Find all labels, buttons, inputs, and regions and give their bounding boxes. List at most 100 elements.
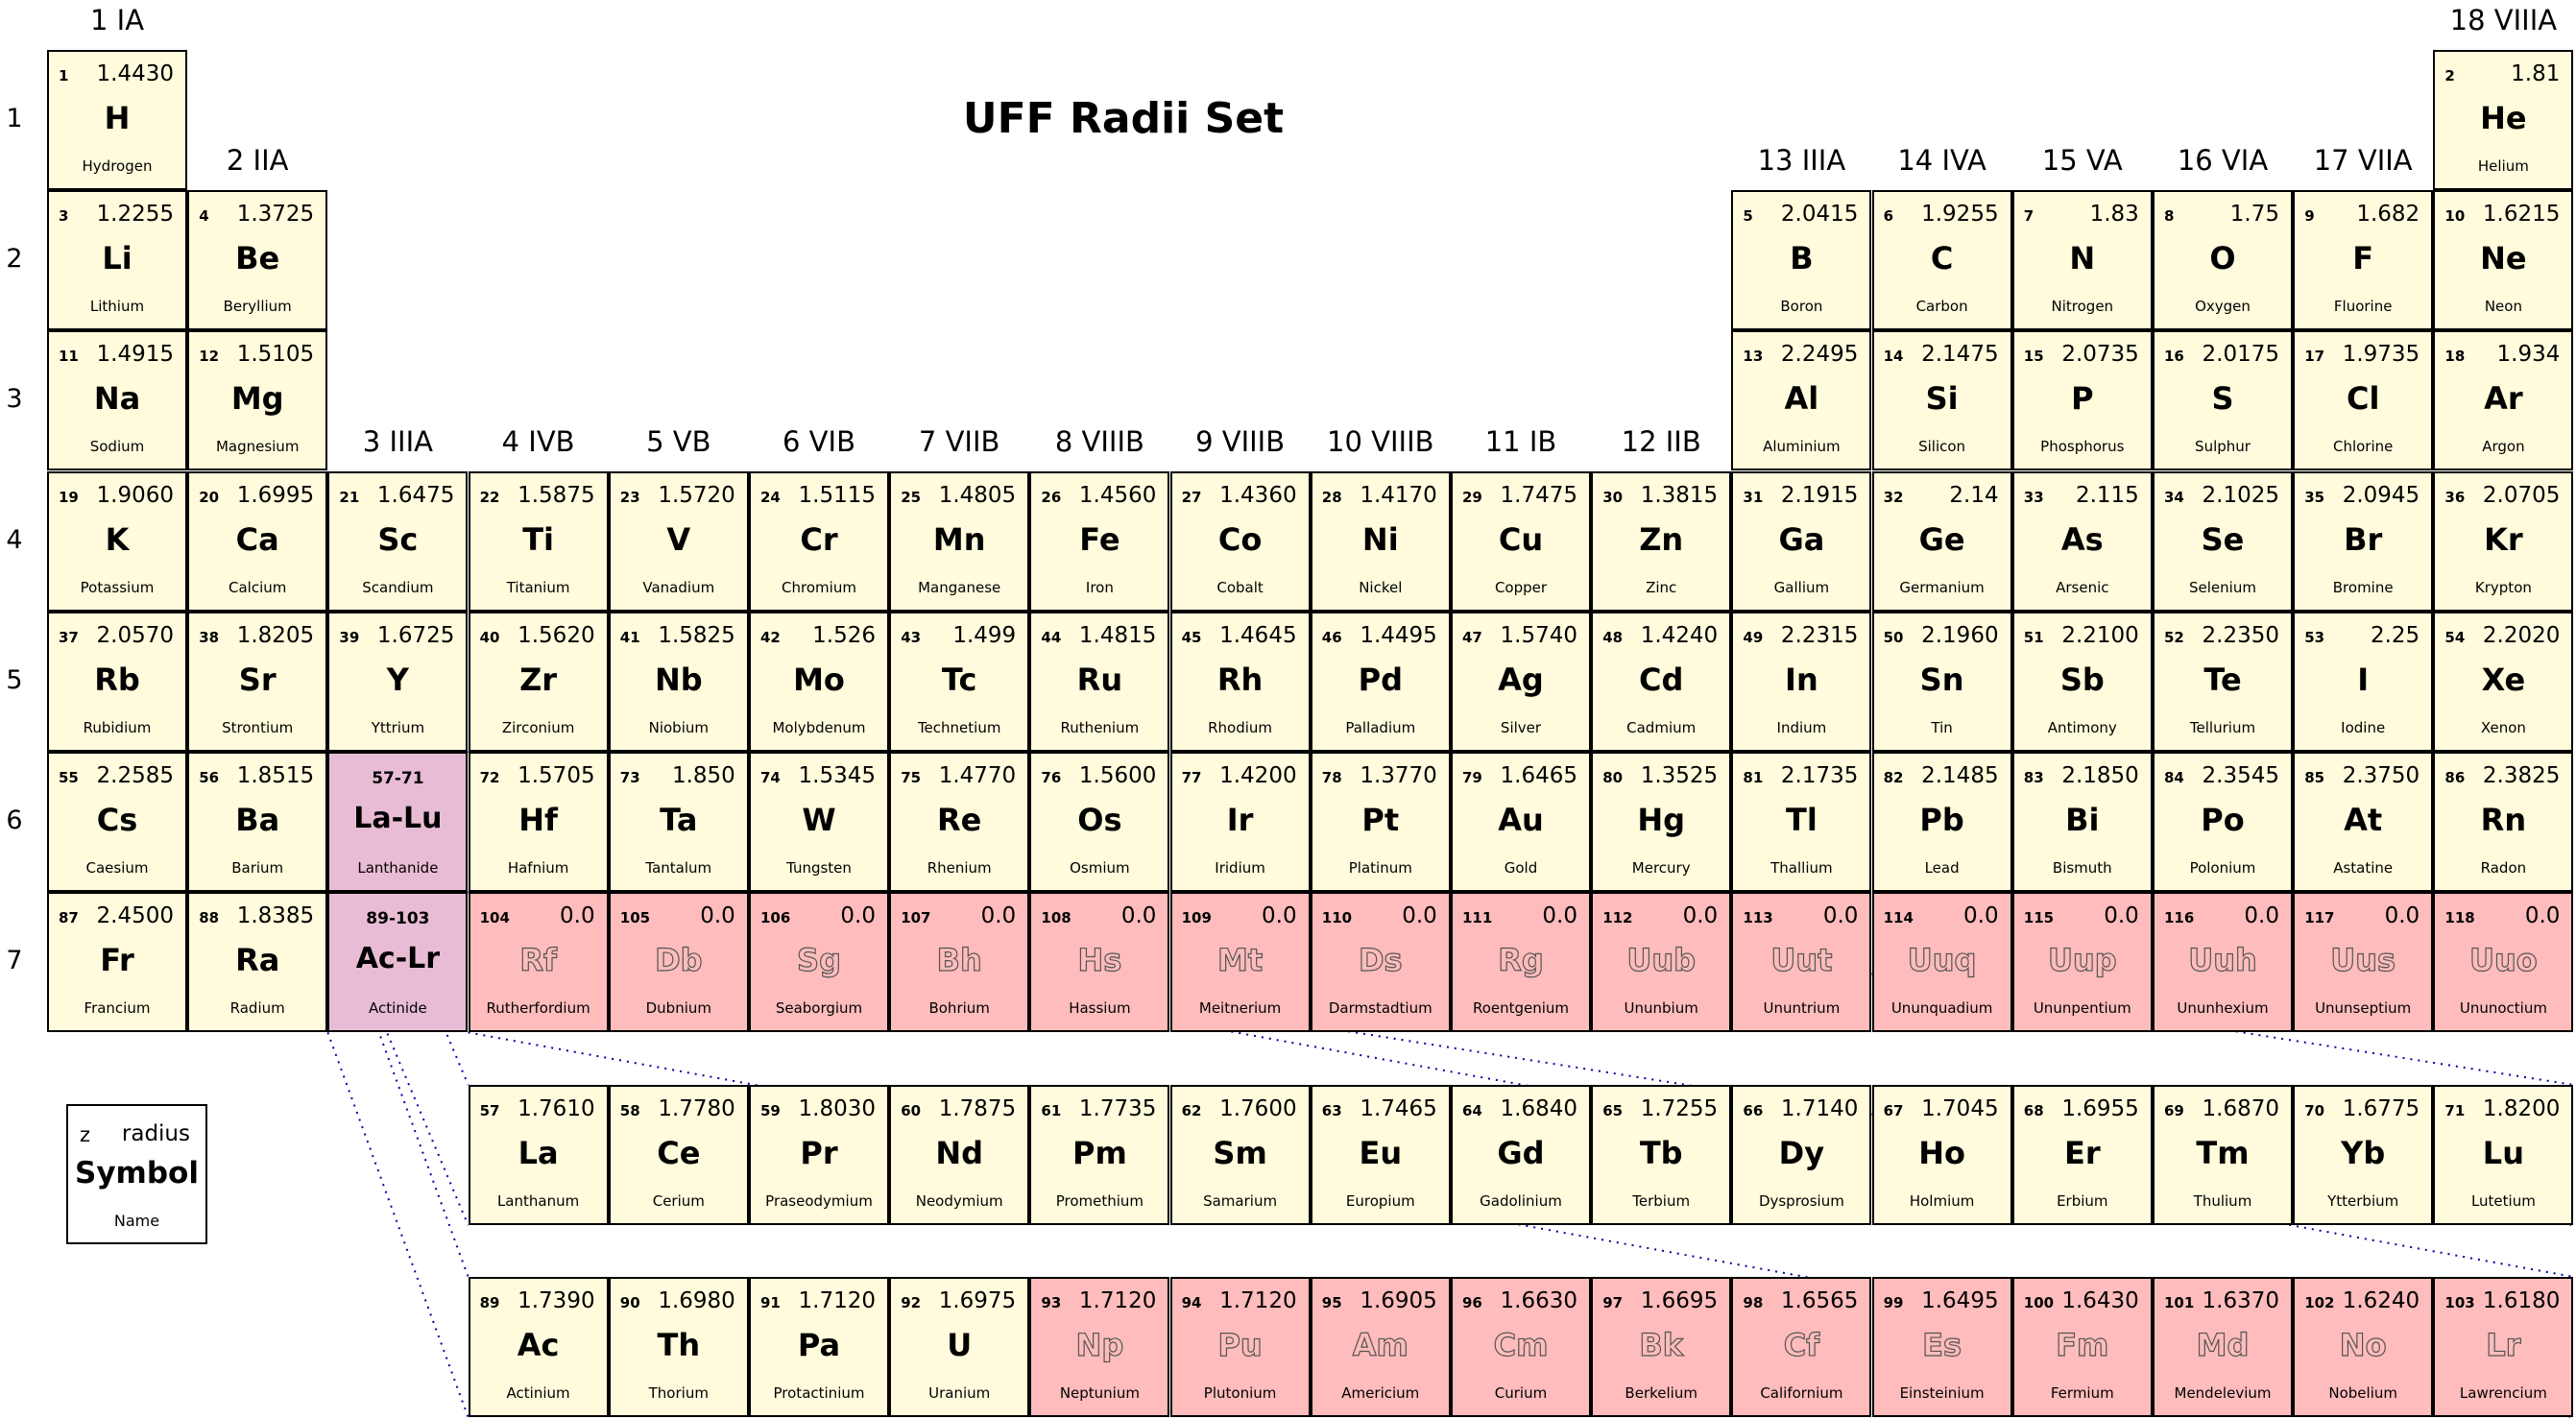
element-name: Rhenium	[927, 859, 992, 877]
radius-value: 1.81	[2511, 61, 2561, 86]
atomic-number: 66	[1743, 1102, 1764, 1119]
element-symbol: S	[2211, 380, 2234, 418]
element-symbol: Be	[235, 240, 280, 277]
element-symbol: U	[947, 1327, 973, 1363]
radius-value: 1.6775	[2342, 1096, 2420, 1121]
element-name: Plutonium	[1203, 1384, 1277, 1402]
radius-value: 1.4645	[1219, 622, 1297, 648]
element-symbol: In	[1785, 661, 1818, 698]
element-cell-ac: 89 1.7390 Ac Actinium	[468, 1277, 609, 1417]
element-symbol: Te	[2203, 661, 2242, 698]
atomic-number: 70	[2304, 1102, 2325, 1119]
element-symbol: Re	[937, 802, 982, 838]
element-cell-uuo: 118 0.0 Uuo Ununoctium	[2433, 892, 2574, 1033]
atomic-number: 96	[1462, 1294, 1482, 1311]
atomic-number: 86	[2444, 769, 2466, 786]
radius-value: 1.5875	[518, 482, 595, 508]
series-range: 89-103	[366, 909, 430, 929]
radius-value: 1.3525	[1640, 763, 1719, 788]
element-cell-pd: 46 1.4495 Pd Palladium	[1310, 611, 1451, 752]
atomic-number: 118	[2444, 909, 2475, 927]
radius-value: 1.6725	[376, 622, 455, 648]
element-symbol: Ir	[1226, 802, 1254, 838]
element-symbol: Pr	[800, 1135, 838, 1171]
atomic-number: 14	[1883, 348, 1904, 366]
atomic-number: 103	[2444, 1294, 2475, 1311]
radius-value: 1.7120	[1219, 1288, 1297, 1313]
element-name: Strontium	[222, 718, 294, 736]
element-name: Scandium	[362, 578, 434, 596]
element-symbol: Am	[1352, 1326, 1408, 1363]
element-symbol: Ac	[517, 1327, 560, 1363]
radius-value: 1.526	[812, 622, 876, 648]
atomic-number: 114	[1883, 909, 1914, 927]
element-cell-yb: 70 1.6775 Yb Ytterbium	[2293, 1085, 2434, 1225]
element-cell-cr: 24 1.5115 Cr Chromium	[749, 470, 889, 612]
radius-value: 1.4815	[1078, 622, 1157, 648]
element-name: Ununoctium	[2459, 999, 2547, 1018]
element-symbol: Bh	[936, 942, 982, 979]
radius-value: 1.499	[952, 622, 1017, 648]
element-cell-db: 105 0.0 Db Dubnium	[608, 892, 749, 1033]
element-symbol: Sc	[377, 520, 419, 558]
element-cell-ba: 56 1.8515 Ba Barium	[187, 752, 328, 892]
element-cell-bh: 107 0.0 Bh Bohrium	[889, 892, 1030, 1033]
element-cell-au: 79 1.6465 Au Gold	[1451, 752, 1591, 892]
radius-value: 2.0570	[96, 622, 174, 648]
element-cell-o: 8 1.75 O Oxygen	[2153, 190, 2293, 331]
actinide-connector-line	[326, 1032, 469, 1418]
element-symbol: Uup	[2047, 942, 2117, 979]
element-symbol: Co	[1217, 520, 1263, 558]
group-label-12: 12 IIB	[1621, 424, 1701, 458]
radius-value: 2.3825	[2482, 763, 2561, 788]
group-label-14: 14 IVA	[1897, 144, 1986, 178]
element-name: Germanium	[1899, 578, 1985, 596]
atomic-number: 8	[2164, 207, 2175, 226]
element-name: Magnesium	[215, 438, 300, 456]
element-cell-sm: 62 1.7600 Sm Samarium	[1169, 1085, 1311, 1225]
element-cell-uut: 113 0.0 Uut Ununtrium	[1731, 892, 1872, 1033]
radius-value: 1.9060	[96, 482, 174, 508]
atomic-number: 67	[1883, 1102, 1904, 1119]
atomic-number: 45	[1181, 628, 1202, 646]
page-title: UFF Radii Set	[962, 94, 1285, 143]
element-cell-bk: 97 1.6695 Bk Berkelium	[1591, 1277, 1732, 1417]
group-label-3: 3 IIIA	[362, 424, 433, 458]
element-symbol: C	[1930, 240, 1954, 277]
element-cell-hs: 108 0.0 Hs Hassium	[1029, 892, 1170, 1033]
element-symbol: Ti	[522, 520, 554, 558]
element-name: Dysprosium	[1758, 1192, 1844, 1210]
atomic-number: 110	[1321, 909, 1353, 927]
element-name: Argon	[2482, 438, 2525, 456]
period-label-3: 3	[6, 384, 23, 415]
element-name: Chlorine	[2332, 438, 2394, 456]
atomic-number: 102	[2304, 1294, 2335, 1311]
radius-value: 0.0	[2524, 903, 2561, 929]
atomic-number: 39	[339, 628, 360, 646]
atomic-number: 16	[2164, 348, 2184, 366]
element-cell-ru: 44 1.4815 Ru Ruthenium	[1029, 611, 1170, 752]
atomic-number: 108	[1041, 909, 1071, 927]
atomic-number: 98	[1743, 1294, 1764, 1311]
element-cell-y: 39 1.6725 Y Yttrium	[327, 611, 469, 752]
element-cell-sc: 21 1.6475 Sc Scandium	[327, 470, 469, 612]
element-symbol: Sr	[238, 661, 277, 698]
atomic-number: 111	[1462, 909, 1493, 927]
element-symbol: Si	[1925, 380, 1959, 418]
group-label-10: 10 VIIIB	[1327, 424, 1434, 458]
atomic-number: 41	[619, 628, 640, 646]
atomic-number: 29	[1462, 488, 1482, 506]
atomic-number: 37	[59, 628, 79, 646]
element-cell-as: 33 2.115 As Arsenic	[2011, 470, 2153, 612]
element-name: Fermium	[2050, 1384, 2114, 1402]
element-symbol: Y	[386, 661, 409, 698]
element-cell-mo: 42 1.526 Mo Molybdenum	[749, 611, 889, 752]
element-symbol: Sm	[1213, 1135, 1267, 1171]
atomic-number: 17	[2304, 348, 2325, 366]
element-symbol: Ne	[2480, 240, 2527, 277]
element-name: Roentgenium	[1472, 999, 1570, 1018]
element-name: Americium	[1341, 1384, 1420, 1402]
element-symbol: Cl	[2346, 380, 2380, 418]
element-name: Silver	[1500, 718, 1542, 736]
